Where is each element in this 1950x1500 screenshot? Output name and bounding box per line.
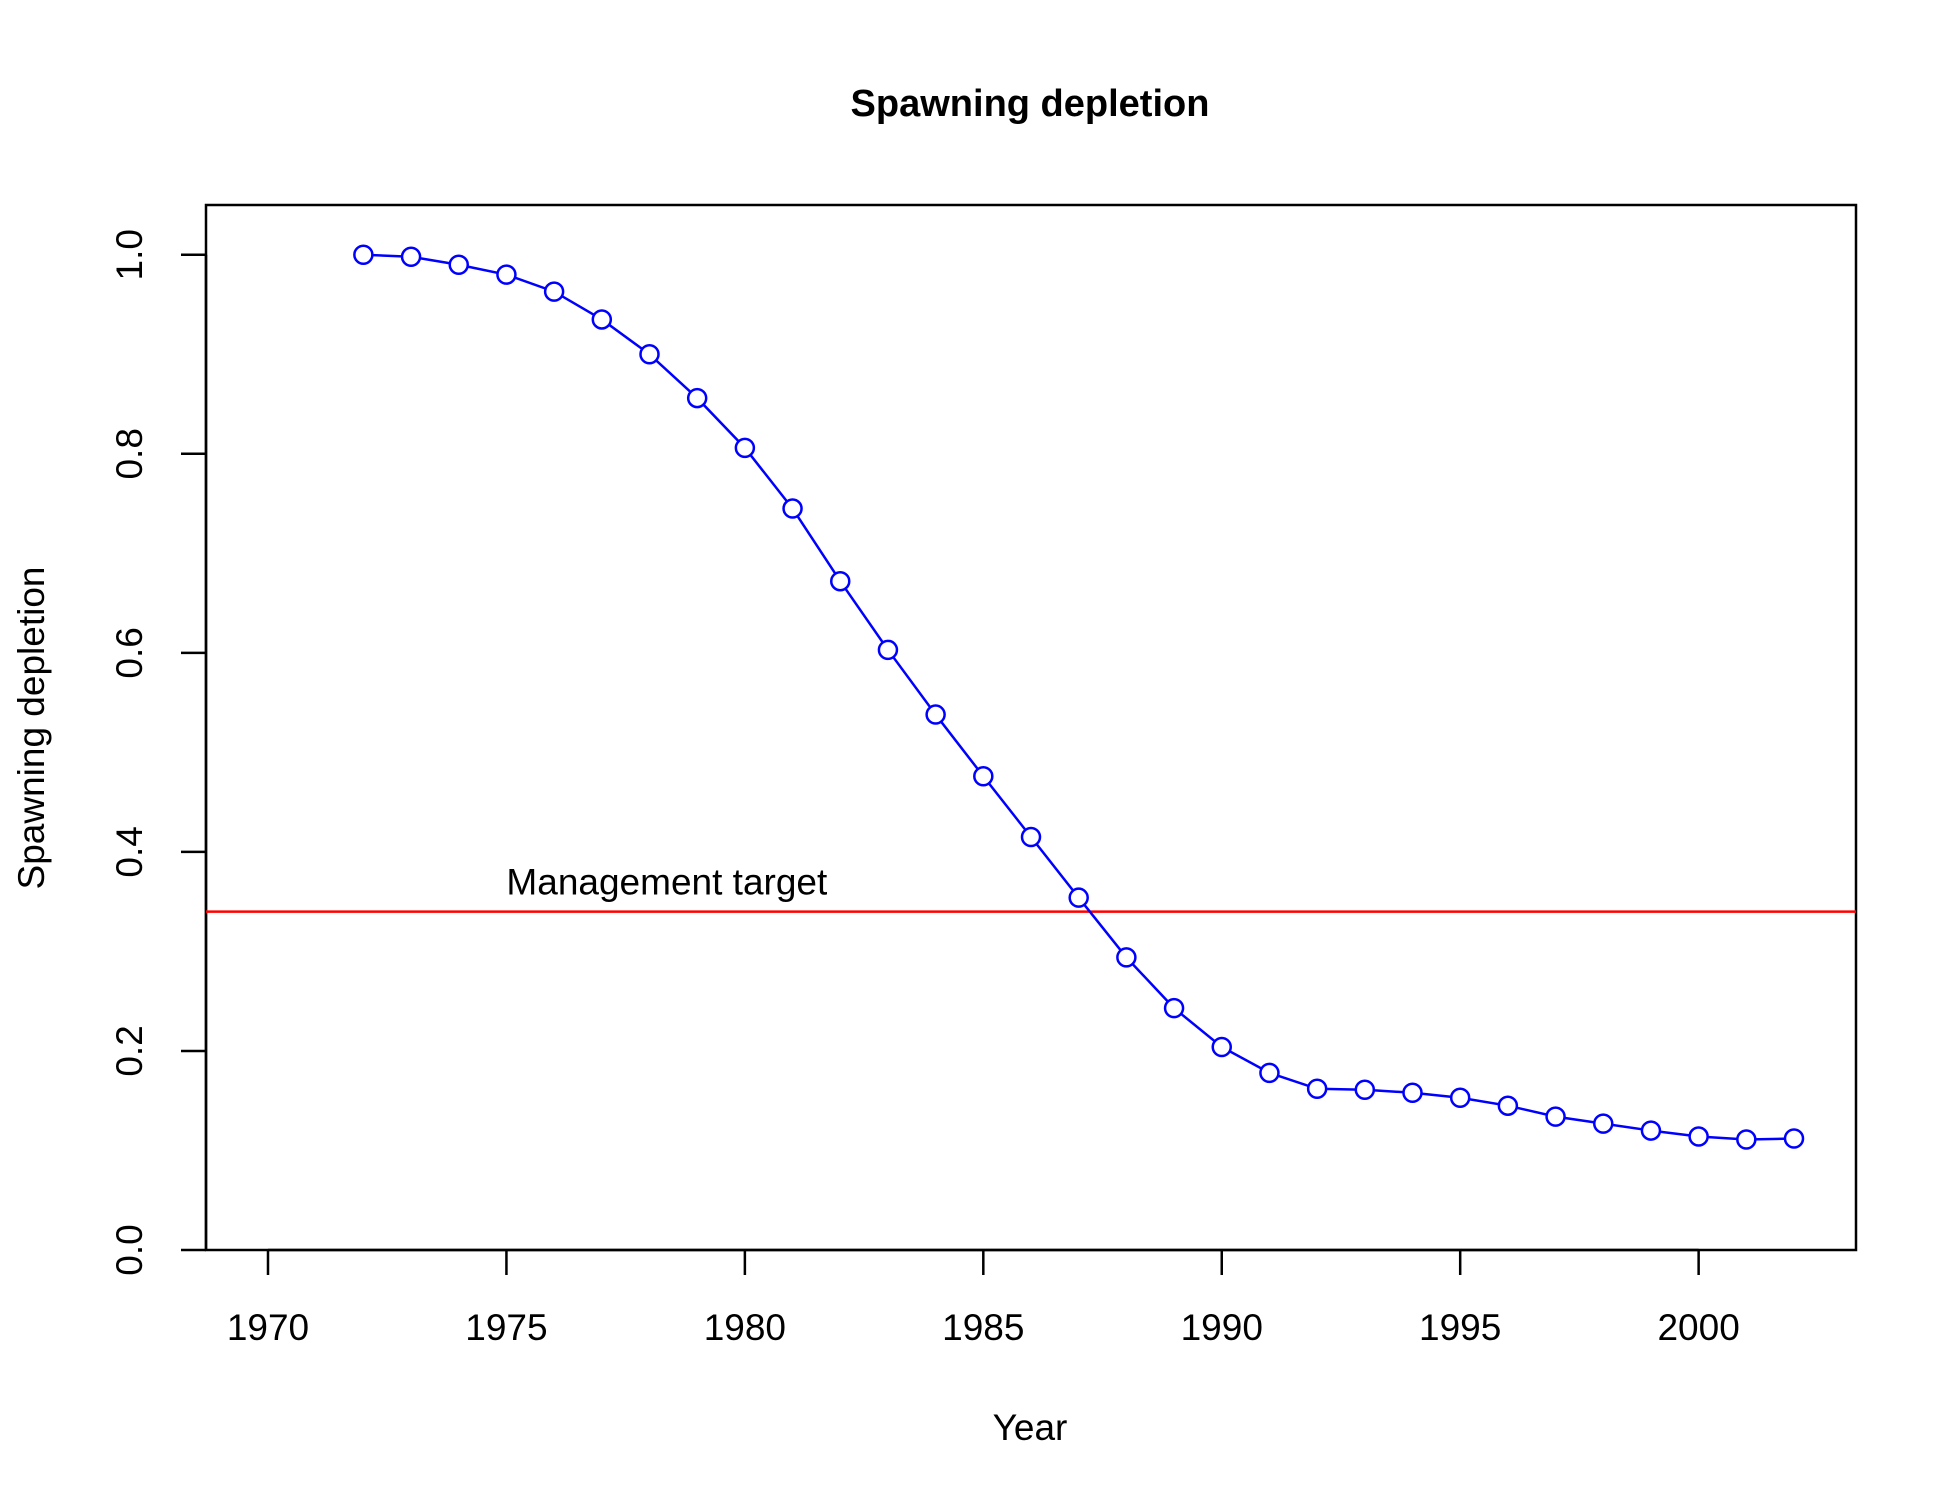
- data-point: [829, 570, 851, 592]
- x-tick-label: 1995: [1419, 1307, 1501, 1348]
- data-point: [734, 437, 756, 459]
- y-tick-label: 0.4: [109, 826, 150, 877]
- y-tick-label: 0.0: [109, 1224, 150, 1275]
- plot-area: [204, 203, 1858, 1252]
- data-point: [1545, 1106, 1566, 1127]
- data-point: [1020, 826, 1042, 848]
- data-point: [1593, 1113, 1614, 1134]
- data-point: [1449, 1087, 1471, 1108]
- y-tick-label: 0.8: [109, 428, 150, 479]
- data-point: [1402, 1082, 1423, 1104]
- data-point: [400, 246, 422, 268]
- data-point: [1783, 1128, 1805, 1149]
- data-point: [1497, 1095, 1519, 1116]
- series-line: [363, 253, 1795, 1141]
- data-point: [1688, 1126, 1709, 1147]
- data-point: [925, 704, 946, 725]
- x-tick-label: 1970: [227, 1307, 309, 1348]
- data-point: [1354, 1079, 1376, 1101]
- data-point: [448, 254, 469, 275]
- data-point: [1068, 887, 1089, 908]
- reference-line-group: Management target: [206, 862, 1856, 913]
- y-tick-label: 0.6: [109, 627, 150, 678]
- data-point: [1306, 1078, 1328, 1100]
- series-group: [353, 244, 1805, 1150]
- management-target-label: Management target: [506, 862, 828, 903]
- data-point: [1163, 997, 1185, 1019]
- y-axis: 0.0 0.2 0.4 0.6 0.8 1.0: [109, 229, 208, 1276]
- x-tick-label: 1985: [942, 1307, 1024, 1348]
- data-point: [877, 639, 899, 661]
- data-point: [496, 264, 517, 285]
- data-point: [353, 244, 374, 266]
- data-point: [639, 344, 660, 365]
- data-point: [1211, 1036, 1233, 1058]
- x-tick-label: 1980: [704, 1307, 786, 1348]
- data-point: [1116, 947, 1137, 968]
- y-axis-label: Spawning depletion: [11, 567, 52, 890]
- data-point: [686, 387, 708, 409]
- data-point: [782, 498, 803, 519]
- x-axis: 1970 1975 1980 1985 1990 1995 2000: [227, 1248, 1740, 1348]
- x-axis-label: Year: [993, 1407, 1068, 1448]
- data-point: [591, 309, 613, 330]
- data-point: [1736, 1129, 1757, 1150]
- data-point: [543, 281, 565, 302]
- data-point: [1259, 1062, 1280, 1084]
- x-tick-label: 1990: [1181, 1307, 1263, 1348]
- chart-title: Spawning depletion: [851, 83, 1210, 125]
- x-tick-label: 1975: [465, 1307, 547, 1348]
- y-tick-label: 1.0: [109, 229, 150, 280]
- data-point: [1640, 1120, 1662, 1141]
- x-tick-label: 2000: [1657, 1307, 1739, 1348]
- data-point: [973, 766, 994, 787]
- y-tick-label: 0.2: [109, 1025, 150, 1076]
